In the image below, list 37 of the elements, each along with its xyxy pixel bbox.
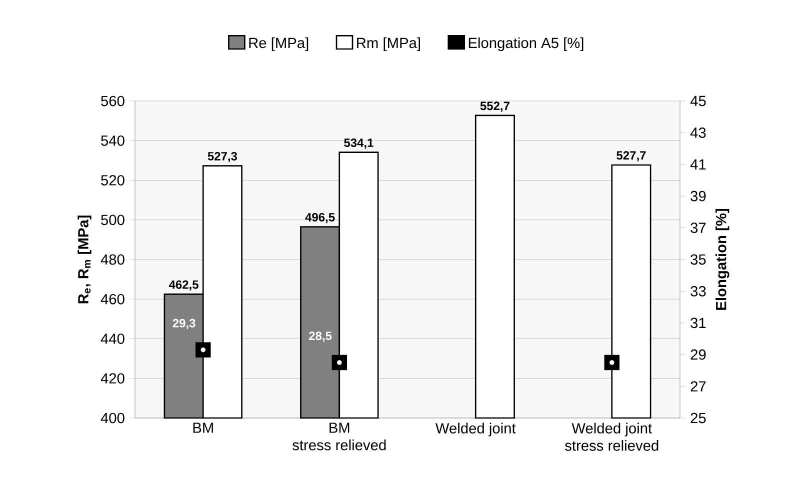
data-label: 29,3 <box>172 318 196 330</box>
data-label: 527,3 <box>208 152 238 162</box>
x-tick-label: BM stress relieved <box>292 422 386 450</box>
y-tick-label: 480 <box>100 254 124 265</box>
y2-axis-title: Elongation [%] <box>716 209 730 310</box>
y2-tick-label: 25 <box>690 412 706 424</box>
y2-tick-label: 29 <box>690 349 706 360</box>
y2-tick-label: 27 <box>690 381 706 392</box>
x-tick-label: BM <box>193 422 213 433</box>
y2-tick-label: 33 <box>690 286 706 296</box>
x-tick-label: Welded joint stress relieved <box>565 422 658 451</box>
y-tick-label: 440 <box>100 334 124 344</box>
y-tick-label: 500 <box>101 214 124 226</box>
y-tick-label: 400 <box>100 412 124 424</box>
y2-tick-label: 45 <box>690 96 706 106</box>
y-tick-label: 540 <box>101 135 124 146</box>
y-tick-label: 420 <box>100 373 124 384</box>
data-label: 534,1 <box>344 138 374 149</box>
y2-tick-label: 35 <box>690 254 706 265</box>
legend-label: Elongation A5 [%] <box>468 37 584 52</box>
y2-tick-label: 41 <box>690 159 706 170</box>
x-tick-label: Welded joint <box>435 422 516 436</box>
data-label: 28,5 <box>309 332 332 342</box>
y2-tick-label: 31 <box>690 318 706 328</box>
y2-tick-label: 43 <box>690 128 706 138</box>
data-label: 496,5 <box>305 212 335 224</box>
data-label: 527,7 <box>616 151 646 162</box>
data-label: 462,5 <box>168 280 198 291</box>
y-tick-label: 560 <box>101 96 124 106</box>
legend-label: Rm [MPa] <box>357 37 420 52</box>
data-label: 552,7 <box>480 102 510 112</box>
y-tick-label: 460 <box>100 294 124 304</box>
y-axis-title: R$_{e}$, R$_{m}$ [MPa] <box>78 216 92 304</box>
y-tick-label: 520 <box>101 175 124 186</box>
y2-tick-label: 37 <box>690 222 706 233</box>
legend-label: Re [MPa] <box>249 37 308 52</box>
y2-tick-label: 39 <box>690 190 706 202</box>
